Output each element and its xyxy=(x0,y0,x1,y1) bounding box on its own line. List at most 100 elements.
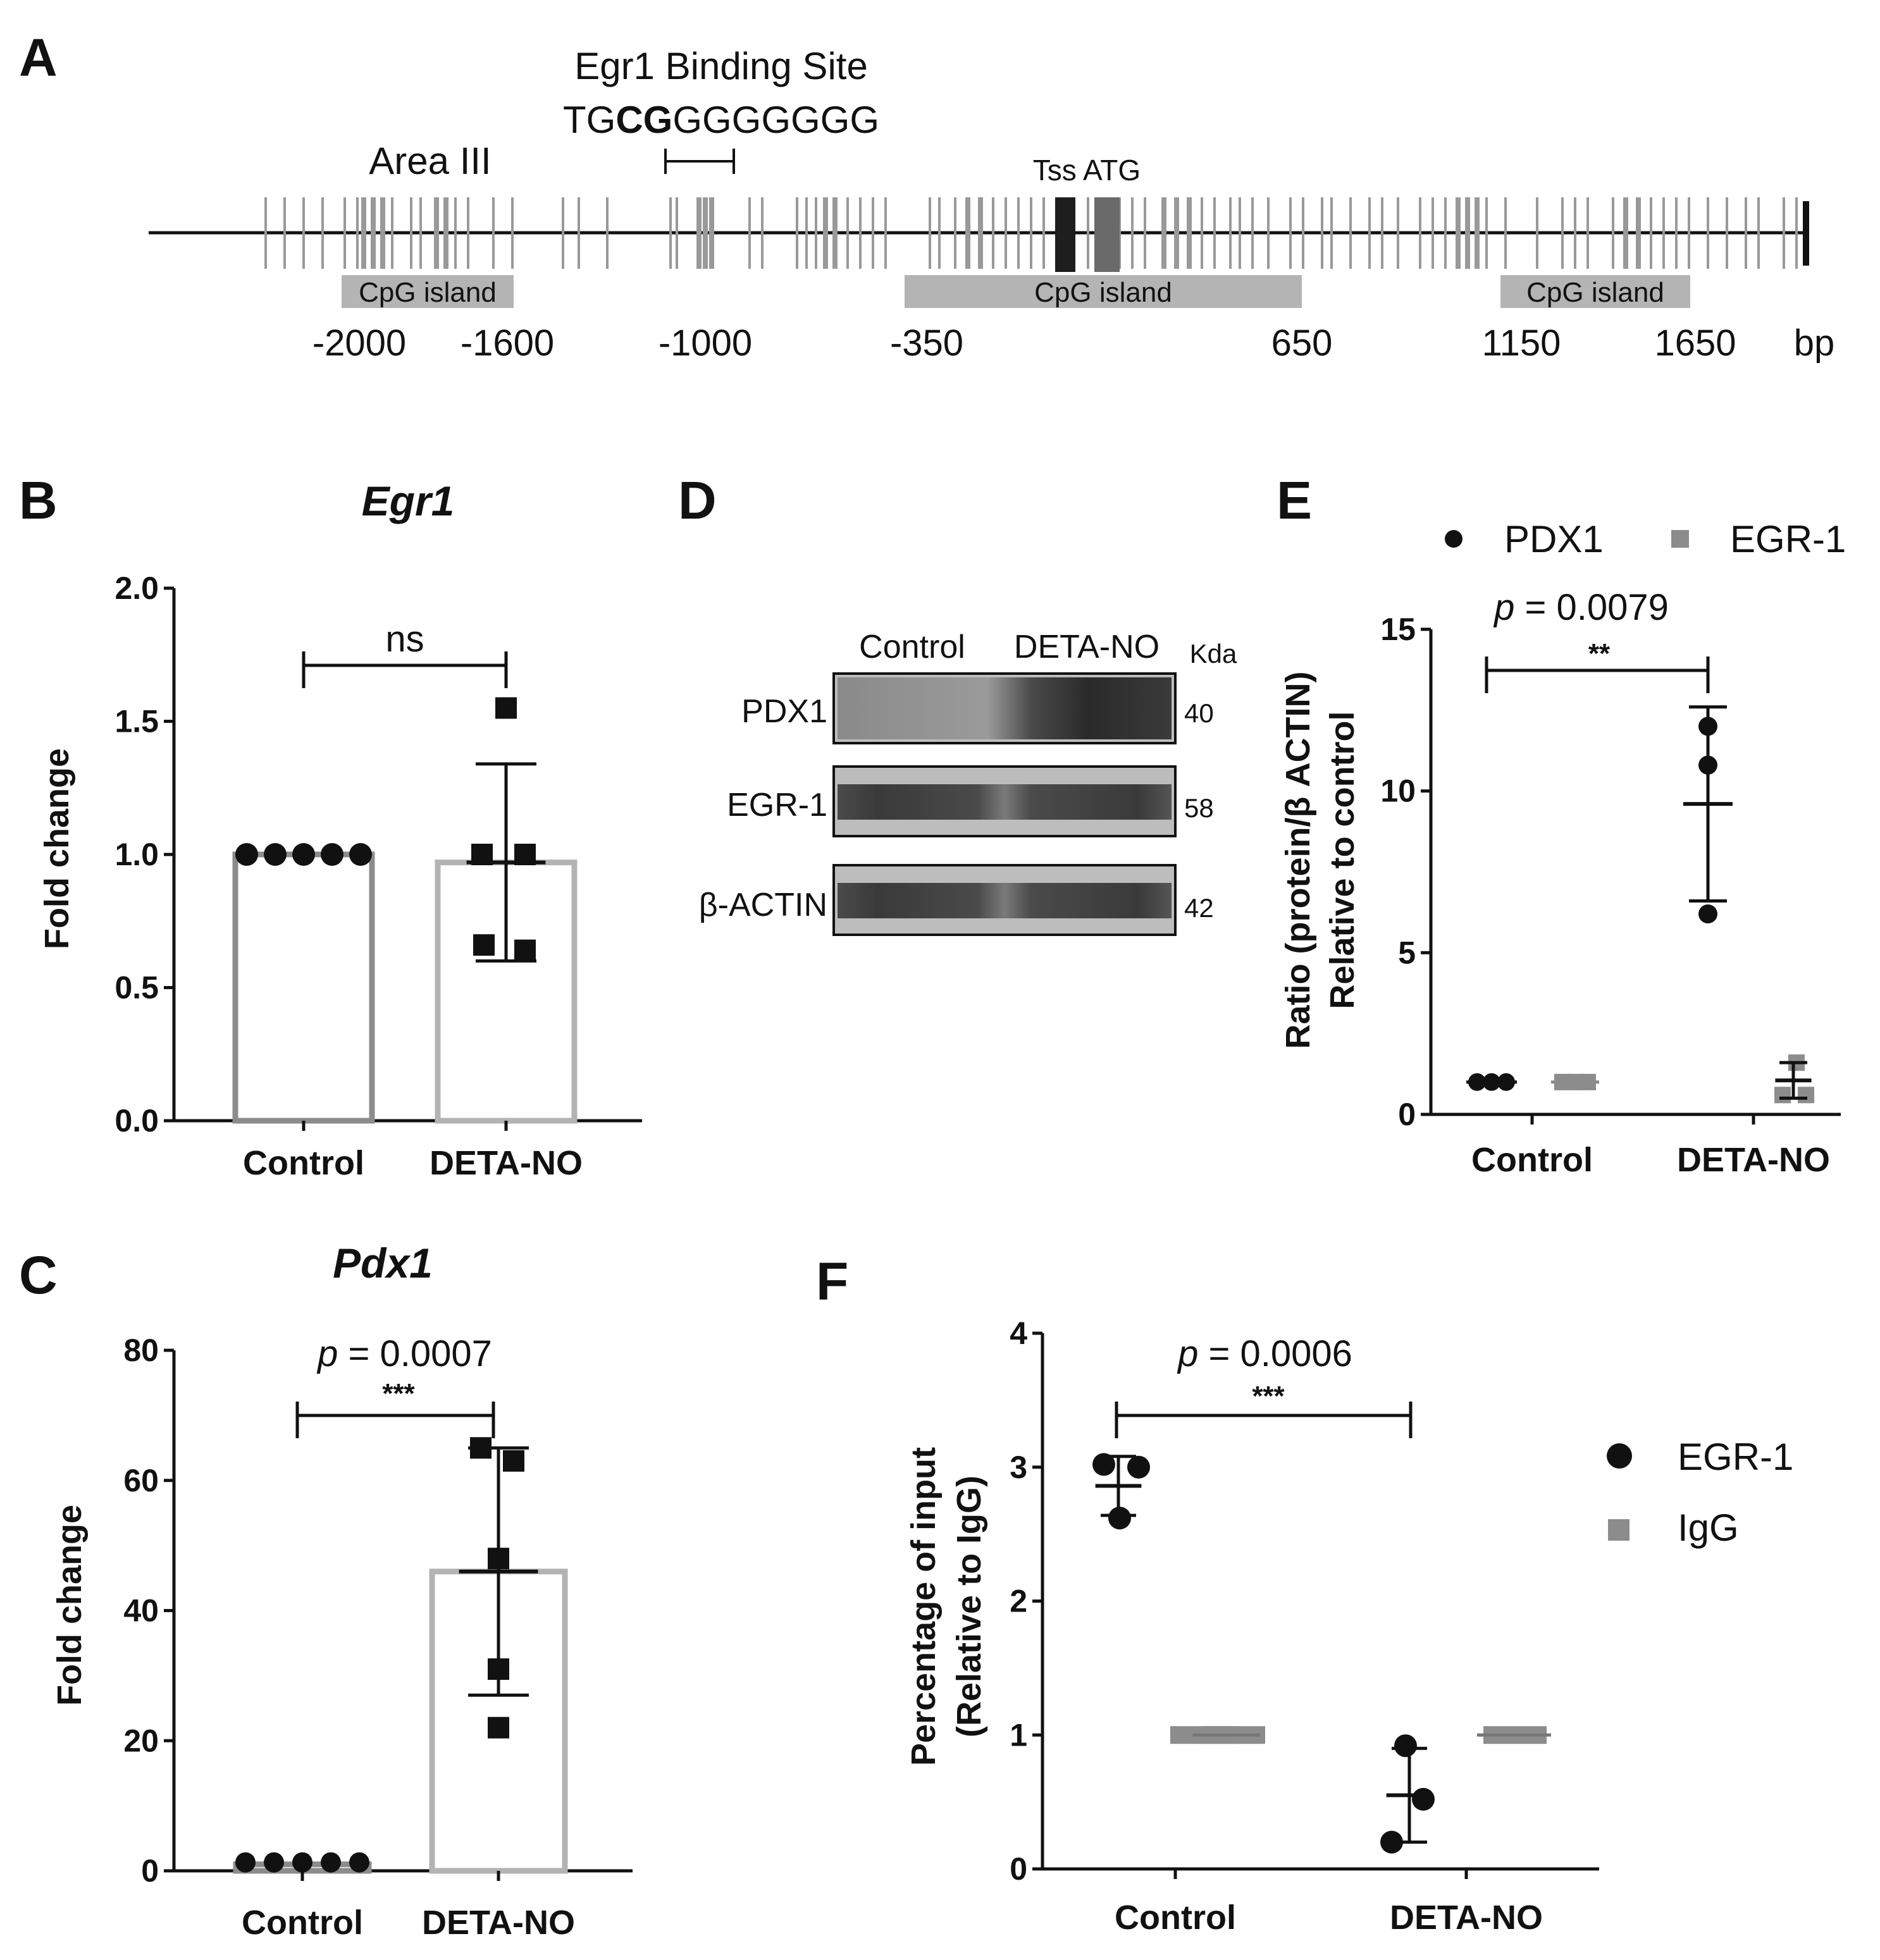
category-label-control: Control xyxy=(1471,1141,1593,1179)
panel-f-ylabel-1: Percentage of input xyxy=(905,1447,943,1766)
panel-a-label: A xyxy=(19,28,58,87)
category-label-deta-no: DETA-NO xyxy=(430,1144,583,1182)
data-point-deta-no xyxy=(473,934,495,956)
panel-f-legend: EGR-1 IgG xyxy=(1607,1436,1793,1549)
band-label-beta-actin: β-ACTIN xyxy=(699,887,827,923)
panel-e-yticks: 0 5 10 15 xyxy=(1380,612,1416,1132)
data-point-control xyxy=(321,843,343,866)
panel-c-plot xyxy=(164,1348,633,1881)
panel-f-plot xyxy=(1032,1331,1599,1879)
position-label: -1000 xyxy=(659,323,752,364)
data-point-control xyxy=(264,843,287,866)
panel-e-label: E xyxy=(1277,471,1312,530)
data-point-control xyxy=(349,843,372,866)
position-label: 1650 xyxy=(1654,323,1736,364)
category-label-control: Control xyxy=(242,1904,363,1942)
unit-label: bp xyxy=(1794,323,1835,364)
panel-e-legend: PDX1 EGR-1 xyxy=(1445,518,1846,560)
position-label: -350 xyxy=(890,323,963,364)
ytick-label: 0 xyxy=(1010,1851,1027,1887)
band-kda-beta-actin: 42 xyxy=(1184,893,1214,923)
panel-f-ylabel-2: (Relative to IgG) xyxy=(950,1476,988,1737)
data-point-egr1-control xyxy=(1127,1455,1150,1479)
panel-c-title: Pdx1 xyxy=(333,1240,433,1286)
data-point-control xyxy=(349,1852,369,1873)
ytick-label: 10 xyxy=(1380,774,1416,809)
data-point-egr1-deta-no xyxy=(1798,1087,1814,1104)
data-point-control xyxy=(292,843,315,866)
panel-e-ylabel-2: Relative to control xyxy=(1323,711,1361,1009)
ytick-label: 5 xyxy=(1398,935,1416,970)
ytick-label: 0 xyxy=(1398,1097,1416,1132)
legend-marker-igg xyxy=(1608,1519,1630,1541)
legend-label-egr1: EGR-1 xyxy=(1730,518,1846,560)
tss-marker xyxy=(1055,197,1075,272)
ytick-label: 0.5 xyxy=(114,970,159,1006)
significance-ns: ns xyxy=(385,619,424,660)
panel-f-yticks: 0 1 2 3 4 xyxy=(1010,1316,1027,1887)
panel-b-title: Egr1 xyxy=(362,478,455,524)
significance-stars-e: ** xyxy=(1588,638,1611,669)
panel-b-plot xyxy=(164,586,642,1131)
data-point-control xyxy=(292,1852,312,1873)
data-point-egr1-control xyxy=(1108,1507,1131,1530)
cpg-island-1-label: CpG island xyxy=(359,277,497,308)
ytick-label: 1.0 xyxy=(114,837,159,872)
bar-control xyxy=(232,851,375,1124)
blot-labels: PDX1 EGR-1 β-ACTIN 40 58 42 xyxy=(699,693,1214,923)
panel-b-yticks: 0.0 0.5 1.0 1.5 2.0 xyxy=(114,570,159,1138)
legend-label-egr1: EGR-1 xyxy=(1678,1436,1793,1478)
ytick-label: 1.5 xyxy=(114,704,159,739)
binding-site-bracket xyxy=(664,149,735,174)
ytick-label: 20 xyxy=(123,1723,159,1758)
band-kda-pdx1: 40 xyxy=(1184,698,1214,728)
data-point-egr1-deta-no xyxy=(1774,1087,1791,1104)
atg-marker xyxy=(1094,197,1120,272)
data-point-control xyxy=(235,843,258,866)
binding-sequence: TGCGGGGGGGG xyxy=(563,99,879,141)
cpg-island-2-label: CpG island xyxy=(1034,277,1172,308)
panel-a: A Egr1 Binding Site TGCGGGGGGGG Area III… xyxy=(19,28,1834,364)
data-point-egr1-deta-no xyxy=(1412,1787,1435,1811)
data-point-control xyxy=(321,1852,341,1873)
position-label: 1150 xyxy=(1482,323,1561,364)
ytick-label: 60 xyxy=(123,1463,159,1498)
data-point-deta-no xyxy=(495,697,517,719)
ytick-label: 40 xyxy=(123,1593,159,1629)
data-point-control xyxy=(235,1852,256,1873)
category-label-control: Control xyxy=(1115,1899,1236,1937)
panel-e-ylabel-1: Ratio (protein/β ACTIN) xyxy=(1279,672,1317,1049)
panel-f: F Percentage of input (Relative to IgG) … xyxy=(816,1252,1793,1937)
p-value-e: p = 0.0079 xyxy=(1493,587,1669,628)
position-label: -2000 xyxy=(312,323,406,364)
lane-label-control: Control xyxy=(859,629,965,665)
panel-b: B Egr1 Fold change 0.0 0.5 1.0 1.5 2.0 C… xyxy=(19,471,642,1182)
western-blot xyxy=(832,672,1177,936)
cpg-island-1: CpG island xyxy=(342,275,514,308)
legend-marker-pdx1 xyxy=(1445,530,1463,548)
panel-c: C Pdx1 Fold change 0 20 40 60 80 Control… xyxy=(19,1240,633,1942)
panel-b-ylabel: Fold change xyxy=(38,748,76,949)
panel-e: E PDX1 EGR-1 Ratio (protein/β ACTIN) Rel… xyxy=(1277,471,1846,1179)
significance-stars-c: *** xyxy=(382,1378,415,1409)
legend-marker-egr1 xyxy=(1607,1443,1632,1469)
data-point-egr1-deta-no xyxy=(1394,1734,1417,1758)
lane-label-deta-no: DETA-NO xyxy=(1014,629,1160,665)
ytick-label: 2.0 xyxy=(114,570,159,606)
panel-e-plot xyxy=(1421,627,1841,1125)
ytick-label: 0.0 xyxy=(114,1103,159,1138)
blot-band-egr1 xyxy=(838,784,1172,820)
band-kda-egr1: 58 xyxy=(1184,793,1214,823)
panel-b-label: B xyxy=(19,471,58,530)
data-point-pdx1-deta-no xyxy=(1698,904,1717,923)
legend-marker-egr1 xyxy=(1671,530,1689,548)
panel-c-label: C xyxy=(19,1245,58,1305)
legend-label-igg: IgG xyxy=(1678,1507,1739,1549)
panel-d: D Control DETA-NO Kda PDX1 EGR-1 β-ACTIN… xyxy=(678,471,1237,936)
cpg-island-3: CpG island xyxy=(1500,275,1690,308)
category-label-deta-no: DETA-NO xyxy=(422,1904,575,1942)
ytick-label: 2 xyxy=(1010,1584,1027,1619)
panel-c-ylabel: Fold change xyxy=(51,1505,89,1706)
binding-site-title: Egr1 Binding Site xyxy=(574,45,868,87)
